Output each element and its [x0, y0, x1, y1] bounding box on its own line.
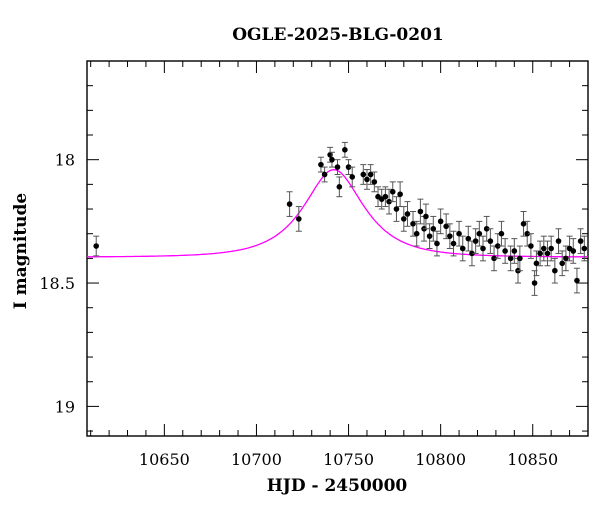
data-point: [483, 225, 490, 232]
data-point: [321, 171, 328, 178]
data-point: [581, 245, 588, 252]
data-point: [574, 277, 580, 284]
data-point: [318, 161, 324, 168]
y-tick-label: 18: [55, 151, 75, 170]
data-point: [548, 245, 554, 252]
data-point: [480, 245, 486, 252]
chart-title: OGLE-2025-BLG-0201: [232, 25, 444, 45]
data-point: [559, 260, 566, 267]
x-tick-label: 10700: [231, 450, 282, 469]
data-point: [329, 156, 335, 163]
data-point: [364, 176, 370, 183]
data-point: [456, 230, 462, 237]
x-tick-label: 10750: [323, 450, 374, 469]
data-point: [393, 206, 400, 212]
data-point: [296, 216, 302, 222]
data-point: [570, 248, 577, 254]
data-point: [404, 211, 411, 217]
data-point: [371, 179, 378, 185]
data-point: [334, 164, 341, 170]
data-point: [563, 255, 569, 262]
data-point: [465, 235, 472, 242]
data-point: [487, 238, 494, 244]
data-point: [434, 240, 440, 247]
data-point: [423, 213, 429, 220]
data-point: [450, 240, 457, 247]
data-point: [476, 230, 483, 237]
data-point: [386, 198, 392, 205]
data-point: [437, 218, 444, 225]
data-point: [533, 260, 540, 267]
data-point: [342, 147, 348, 153]
data-point: [494, 243, 501, 249]
data-point: [459, 245, 466, 252]
data-point: [443, 223, 449, 230]
data-point: [491, 255, 497, 262]
model-curve: [87, 169, 588, 258]
data-point: [360, 171, 367, 178]
x-axis-label: HJD - 2450000: [267, 476, 408, 496]
data-point: [520, 221, 527, 227]
data-point: [417, 208, 424, 215]
data-point: [511, 248, 518, 254]
data-point: [286, 201, 293, 207]
data-point: [507, 255, 514, 262]
plot-area: 10650 10700 10750 10800 10850 18 18.5 19: [39, 60, 589, 469]
data-point: [528, 243, 534, 249]
y-tick-label: 18.5: [39, 274, 75, 293]
data-point: [426, 233, 433, 239]
data-point: [447, 233, 453, 239]
x-tick-label: 10850: [507, 450, 558, 469]
data-point: [498, 230, 505, 237]
data-point: [93, 243, 100, 249]
data-point: [382, 193, 389, 200]
data-point: [517, 255, 523, 262]
data-point: [524, 230, 531, 237]
data-point: [345, 164, 352, 170]
data-point: [367, 171, 374, 178]
y-tick-label: 19: [55, 397, 75, 416]
data-point: [430, 225, 437, 232]
data-point: [401, 216, 407, 222]
data-point: [552, 267, 558, 274]
data-point: [540, 245, 547, 252]
x-tick-label: 10800: [415, 450, 466, 469]
data-point: [555, 238, 562, 244]
y-axis-label: I magnitude: [11, 193, 31, 310]
data-point: [502, 248, 508, 254]
data-point: [389, 188, 396, 195]
data-point: [349, 174, 356, 180]
data-point: [544, 250, 551, 257]
data-point: [577, 238, 584, 244]
data-point: [397, 191, 403, 198]
plot-frame: [86, 60, 589, 437]
data-point: [336, 184, 343, 190]
x-tick-label: 10650: [139, 450, 190, 469]
data-point: [531, 280, 538, 286]
data-point: [410, 221, 416, 227]
data-point: [537, 250, 543, 257]
data-point: [469, 250, 475, 257]
data-point: [413, 230, 420, 237]
data-point: [472, 238, 479, 244]
